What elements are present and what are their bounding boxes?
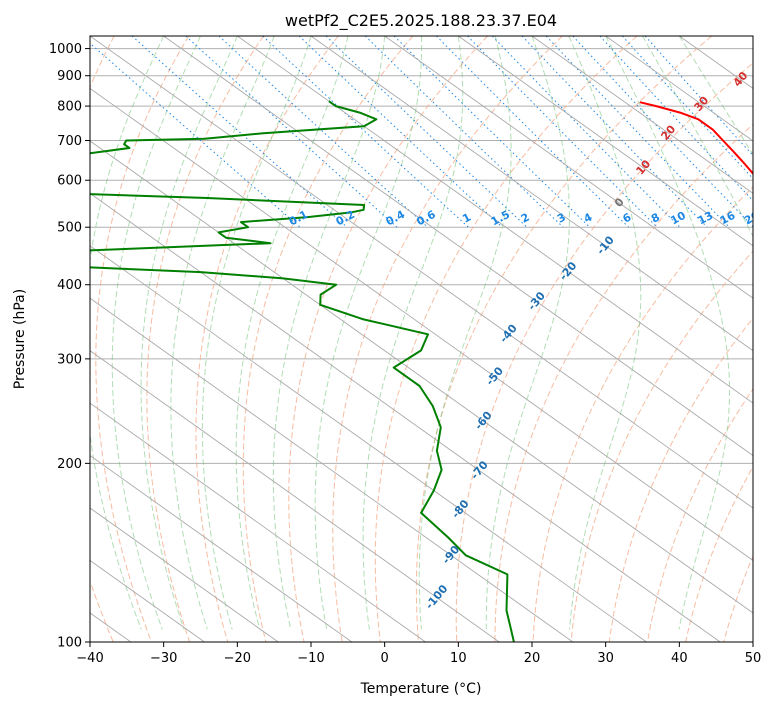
- isotherm-line: [237, 36, 753, 404]
- plot-area: [90, 36, 753, 642]
- isotherm-line: [163, 36, 753, 457]
- profile-series: [90, 100, 753, 642]
- mixing-ratio-label: 13: [696, 209, 716, 228]
- dry-adiabat-line: [332, 36, 563, 642]
- moist-adiabat-line: [201, 36, 312, 630]
- x-tick-label: 50: [745, 651, 762, 666]
- mixing-ratio-label: 10: [668, 209, 688, 228]
- x-tick-label: 30: [597, 651, 614, 666]
- isotherm-line: [90, 402, 426, 642]
- isotherm-line: [90, 297, 574, 642]
- mixing-ratio-lines: [90, 36, 753, 228]
- x-tick-label: −40: [76, 651, 103, 666]
- y-tick-label: 900: [57, 69, 82, 84]
- y-tick-label: 800: [57, 100, 82, 115]
- isotherm-line: [458, 36, 753, 247]
- dry-adiabat-line: [494, 123, 753, 642]
- y-tick-label: 700: [57, 134, 82, 149]
- isotherms: [0, 36, 753, 642]
- dry-adiabat-line: [374, 36, 638, 642]
- mixing-ratio-line: [90, 42, 301, 228]
- mixing-ratio-line: [545, 36, 730, 228]
- isotherm-line: [90, 140, 753, 614]
- mixing-ratio-line: [622, 36, 753, 180]
- x-tick-label: 10: [450, 651, 467, 666]
- y-tick-label: 300: [57, 352, 82, 367]
- dry-adiabat-line: [415, 36, 713, 642]
- moist-adiabat-line: [272, 36, 386, 630]
- x-tick-label: −10: [297, 651, 324, 666]
- chart-title: wetPf2_C2E5.2025.188.23.37.E04: [285, 11, 557, 31]
- plot-frame: [89, 35, 754, 643]
- isotherm-line: [90, 455, 353, 642]
- isotherm-line: [90, 507, 279, 642]
- dry-adiabat-line: [242, 36, 414, 642]
- isotherm-line: [90, 350, 500, 642]
- isotherm-line: [531, 36, 753, 194]
- isotherm-line: [310, 36, 753, 352]
- isotherm-line: [90, 192, 721, 642]
- moist-adiabat-line: [418, 36, 512, 630]
- dry-adiabat-line: [146, 36, 264, 642]
- y-tick-label: 600: [57, 174, 82, 189]
- moist-adiabat-line: [140, 36, 238, 630]
- mixing-ratio-line: [599, 36, 753, 202]
- dry-adiabat-line: [762, 36, 775, 642]
- mixing-ratio-label: 20: [742, 209, 762, 228]
- x-axis-ticks: −40 −30 −20 −10 0 10 20 30 40 50: [76, 642, 761, 666]
- mixing-ratio-line: [325, 36, 528, 228]
- y-tick-label: 500: [57, 221, 82, 236]
- moist-adiabats: [90, 36, 753, 630]
- isotherm-line: [0, 36, 57, 642]
- dry-adiabat-line: [288, 36, 488, 642]
- mixing-ratio-label: 16: [718, 209, 738, 228]
- moist-adiabat-line: [170, 36, 275, 630]
- moist-adiabat-line: [678, 36, 753, 156]
- dry-adiabat-line: [95, 36, 190, 642]
- moist-adiabat-line: [362, 36, 464, 630]
- x-tick-label: 0: [381, 651, 389, 666]
- y-axis-label: Pressure (hPa): [12, 289, 28, 389]
- mixing-ratio-line: [467, 36, 658, 228]
- dry-adiabat-line: [647, 388, 753, 642]
- moist-adiabat-line: [568, 36, 642, 630]
- moist-adiabat-line: [111, 36, 201, 630]
- isotherm-line: [384, 36, 753, 299]
- isotherm-line: [90, 87, 753, 562]
- dry-adiabat-line: [532, 186, 753, 642]
- moist-adiabat-line: [605, 36, 731, 630]
- mixing-ratio-line: [298, 36, 503, 228]
- moist-adiabat-line: [642, 36, 753, 238]
- mixing-ratio-line: [572, 36, 753, 228]
- temperature-profile-line: [639, 101, 753, 176]
- y-tick-label: 400: [57, 278, 82, 293]
- y-tick-label: 1000: [49, 42, 82, 57]
- dewpoint-profile-line: [90, 100, 515, 642]
- x-tick-label: 20: [524, 651, 541, 666]
- x-tick-label: −30: [150, 651, 177, 666]
- x-tick-label: −20: [224, 651, 251, 666]
- x-tick-label: 40: [671, 651, 688, 666]
- moist-adiabat-line: [90, 36, 165, 630]
- mixing-ratio-line: [262, 36, 469, 228]
- moist-adiabat-line: [485, 36, 570, 630]
- mixing-ratio-label: 25: [767, 209, 775, 228]
- mixing-ratio-line: [131, 36, 348, 228]
- isotherm-line: [90, 245, 647, 642]
- moist-adiabat-line: [235, 36, 349, 630]
- y-tick-label: 100: [57, 636, 82, 651]
- mixing-ratio-line: [521, 36, 708, 228]
- isotherm-line: [752, 36, 753, 37]
- y-axis-ticks: 100 200 300 400 500 600 700 800 900 1000: [49, 42, 90, 651]
- dry-adiabat-line: [455, 62, 753, 642]
- y-tick-label: 200: [57, 457, 82, 472]
- moist-adiabat-line: [314, 36, 423, 630]
- grid-layer: [90, 48, 753, 642]
- x-axis-label: Temperature (°C): [360, 681, 482, 697]
- mixing-ratio-line: [364, 36, 564, 228]
- isotherm-line: [605, 36, 753, 142]
